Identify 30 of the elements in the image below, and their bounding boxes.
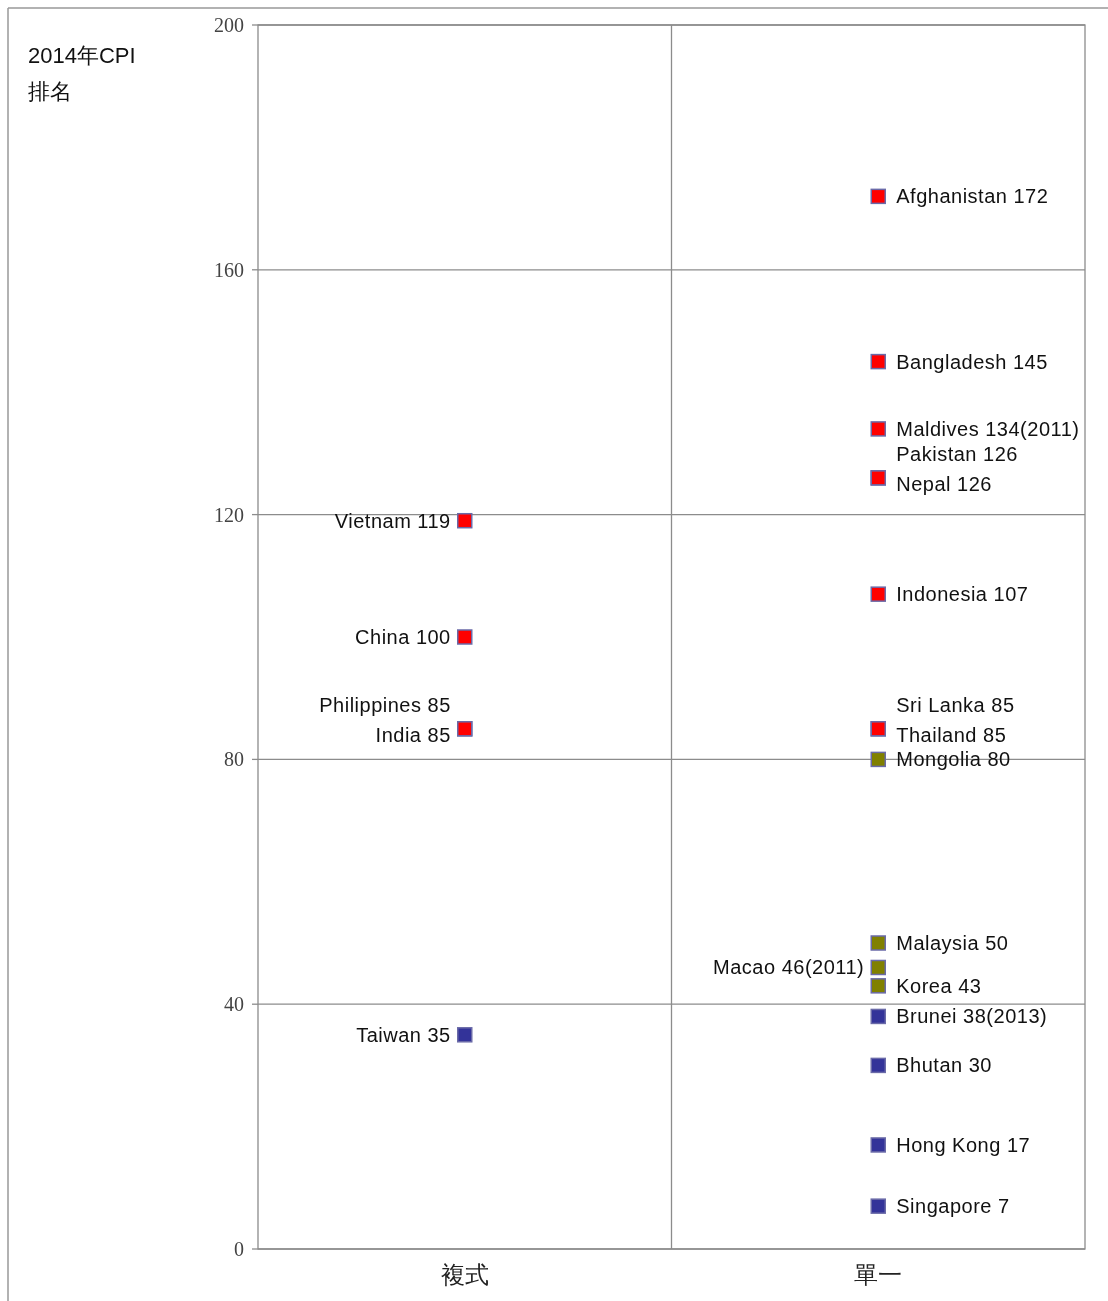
data-label: Thailand 85	[896, 723, 1007, 746]
data-label: Hong Kong 17	[896, 1133, 1031, 1156]
data-label: Brunei 38(2013)	[896, 1005, 1048, 1028]
data-label: China 100	[355, 626, 451, 648]
data-label: Korea 43	[896, 974, 982, 997]
y-tick-label: 0	[234, 1238, 244, 1260]
y-axis-title: 2014年CPI 排名	[28, 43, 136, 104]
y-tick-label: 120	[214, 503, 244, 526]
data-label: Singapore 7	[896, 1195, 1010, 1218]
data-label: Mongolia 80	[896, 748, 1011, 771]
data-label: Bhutan 30	[896, 1054, 992, 1077]
data-label: Indonesia 107	[896, 583, 1029, 606]
data-label: Bangladesh 145	[896, 350, 1048, 373]
data-label: Vietnam 119	[334, 509, 451, 532]
data-label: Afghanistan 172	[896, 185, 1049, 208]
y-tick-label: 160	[214, 258, 244, 281]
data-label: Pakistan 126	[896, 442, 1018, 465]
y-tick-label: 80	[224, 748, 244, 771]
data-label: Philippines 85	[319, 693, 451, 716]
y-tick-label: 40	[224, 993, 244, 1016]
data-label: Sri Lanka 85	[896, 693, 1015, 716]
data-label: Maldives 134(2011)	[896, 417, 1080, 440]
x-tick-label: 單一	[854, 1261, 903, 1288]
data-label: India 85	[375, 723, 451, 746]
data-label: Macao 46(2011)	[713, 956, 865, 979]
data-label: Nepal 126	[896, 472, 992, 495]
data-label: Malaysia 50	[896, 932, 1009, 954]
data-label: Taiwan 35	[356, 1023, 451, 1046]
y-tick-label: 200	[214, 14, 244, 36]
x-tick-label: 複式	[440, 1261, 489, 1288]
